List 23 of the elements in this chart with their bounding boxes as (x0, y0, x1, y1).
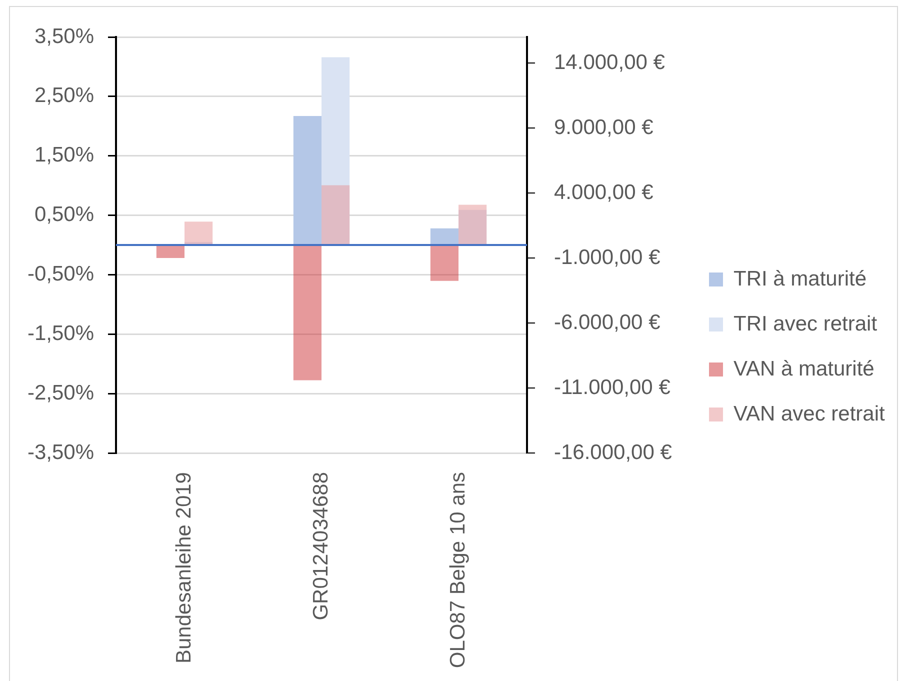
x-tick-label: Bundesanleihe 2019 (172, 472, 196, 664)
y2-tick-label: 4.000,00 € (554, 180, 654, 204)
x-tick-label: GR0124034688 (309, 472, 332, 620)
legend-label: VAN à maturité (734, 357, 874, 380)
y-tick-label: 1,50% (34, 144, 94, 167)
legend-label: VAN avec retrait (734, 402, 885, 426)
y-tick-label: 2,50% (34, 84, 94, 108)
legend-label: TRI à maturité (734, 267, 867, 290)
x-tick-label: OLO87 Belge 10 ans (446, 472, 470, 668)
y-tick-label: -3,50% (27, 440, 94, 464)
y2-tick-label: 9.000,00 € (554, 116, 654, 139)
legend-label: TRI avec retrait (734, 312, 878, 336)
y-tick-label: -2,50% (27, 381, 94, 404)
y2-tick-label: -11.000,00 € (554, 376, 671, 399)
y-tick-label: -1,50% (27, 322, 94, 345)
y2-tick-label: -6.000,00 € (554, 310, 661, 334)
y-tick-label: 3,50% (34, 24, 94, 48)
y2-tick-label: -1.000,00 € (554, 246, 661, 269)
y-tick-label: 0,50% (34, 203, 94, 226)
bar (322, 57, 350, 245)
y2-tick-label: -16.000,00 € (554, 440, 672, 464)
y-tick-label: -0,50% (27, 262, 94, 286)
y2-tick-label: 14.000,00 € (554, 50, 666, 74)
